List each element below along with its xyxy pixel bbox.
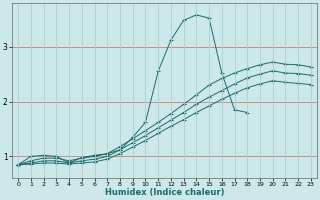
X-axis label: Humidex (Indice chaleur): Humidex (Indice chaleur) <box>105 188 224 197</box>
